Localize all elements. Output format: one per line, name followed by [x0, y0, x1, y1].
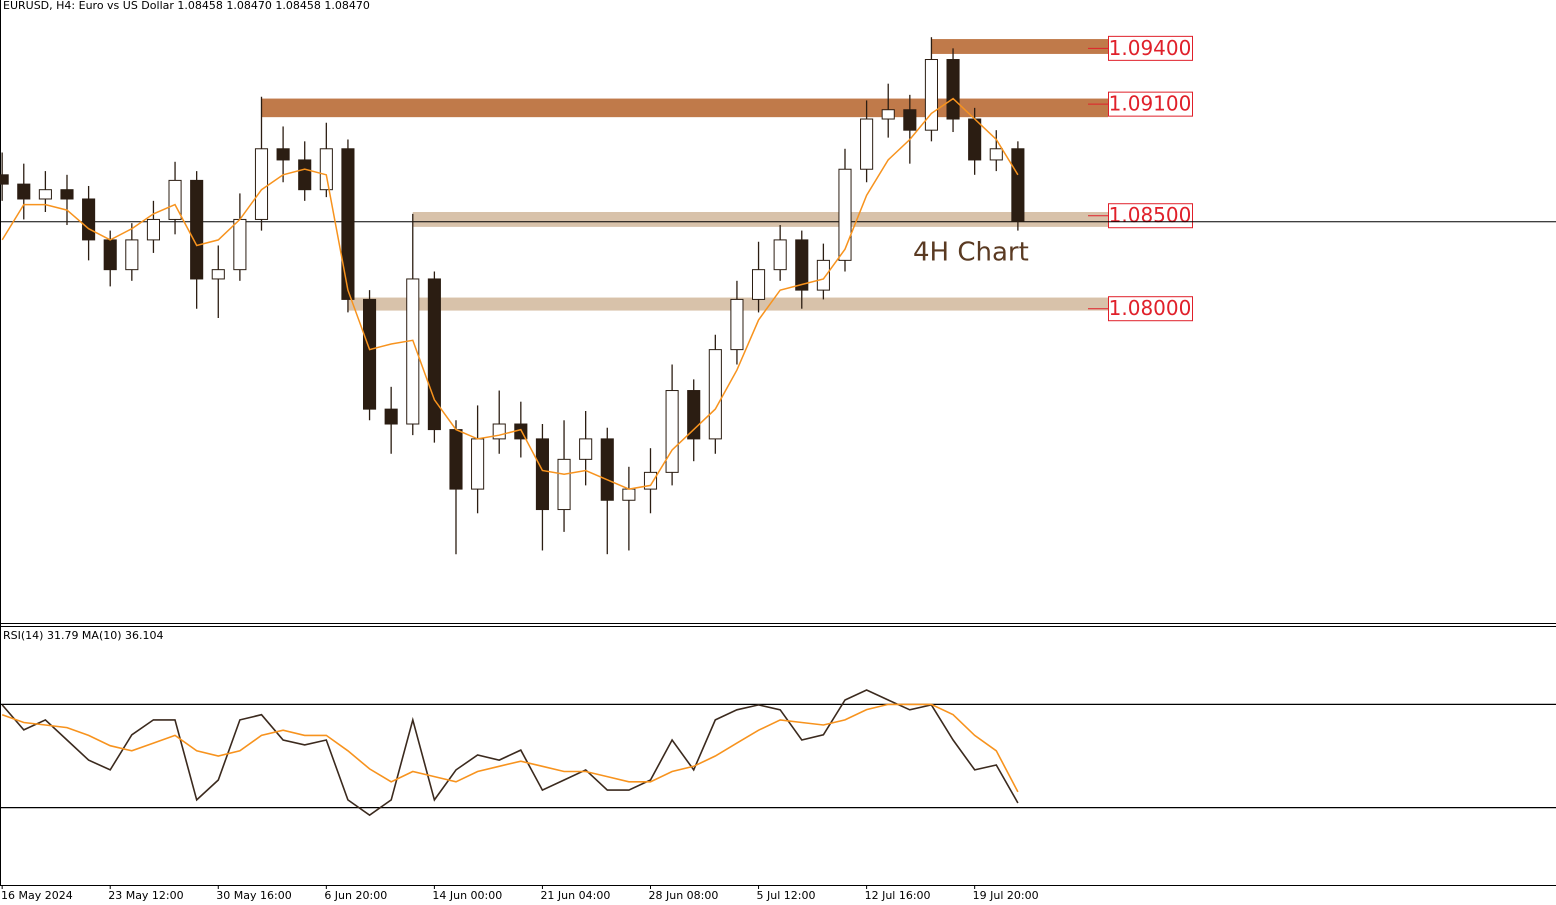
- candle-body: [860, 118, 874, 170]
- candle-body: [665, 390, 679, 473]
- candle-body: [946, 59, 960, 120]
- candle-body: [298, 159, 312, 191]
- candle-body: [579, 438, 593, 460]
- candle-body: [600, 438, 614, 501]
- candle-body: [816, 259, 830, 291]
- candle-body: [362, 298, 377, 410]
- level-label: 1.09100: [1109, 92, 1192, 116]
- x-tick-label: 14 Jun 00:00: [432, 889, 502, 902]
- candle-body: [125, 239, 139, 271]
- x-tick-label: 16 May 2024: [1, 889, 73, 902]
- candle-body: [968, 118, 982, 161]
- x-tick-label: 6 Jun 20:00: [324, 889, 387, 902]
- x-tick-label: 5 Jul 12:00: [757, 889, 816, 902]
- candle-body: [82, 198, 96, 241]
- candle-body: [881, 109, 895, 120]
- zone: [931, 39, 1108, 54]
- level-label: 1.08500: [1109, 203, 1192, 227]
- zone: [412, 212, 1108, 227]
- candle-body: [471, 438, 485, 490]
- candle-body: [427, 278, 441, 431]
- x-tick-label: 12 Jul 16:00: [865, 889, 931, 902]
- candle-body: [924, 59, 938, 131]
- candle-body: [384, 408, 398, 425]
- level-label: 1.09400: [1109, 36, 1192, 60]
- candle-body: [103, 239, 117, 271]
- candle-body: [557, 458, 571, 511]
- candle-body: [190, 179, 204, 280]
- chart-title: EURUSD, H4: Euro vs US Dollar 1.08458 1.…: [3, 0, 370, 12]
- x-tick-label: 19 Jul 20:00: [973, 889, 1039, 902]
- candle-body: [730, 298, 744, 351]
- level-label-box: [1108, 91, 1193, 117]
- candle-body: [233, 218, 247, 271]
- rsi-title: RSI(14) 31.79 MA(10) 36.104: [3, 629, 164, 642]
- candle-body: [535, 438, 549, 511]
- zone: [347, 297, 1108, 311]
- candle-body: [773, 239, 787, 271]
- moving-average: [1, 97, 1019, 490]
- candle-body: [687, 390, 701, 440]
- level-label: 1.08000: [1109, 296, 1192, 320]
- candle-body: [211, 269, 225, 280]
- x-tick-label: 28 Jun 08:00: [648, 889, 718, 902]
- candle-body: [795, 239, 809, 291]
- candle-body: [319, 148, 333, 191]
- candle-body: [838, 168, 852, 261]
- level-label-box: [1108, 203, 1193, 229]
- candle-body: [0, 174, 9, 185]
- candle-body: [1011, 148, 1025, 222]
- candle-body: [643, 471, 658, 490]
- candle-body: [903, 109, 917, 131]
- candle-body: [989, 148, 1003, 161]
- x-tick-label: 21 Jun 04:00: [540, 889, 610, 902]
- candle-body: [146, 218, 160, 241]
- x-tick-label: 30 May 16:00: [216, 889, 291, 902]
- candle-body: [17, 183, 31, 200]
- candle-body: [60, 189, 74, 200]
- level-label-box: [1108, 296, 1193, 322]
- candle-body: [406, 278, 420, 425]
- rsi-line: [1, 703, 1019, 793]
- rsi-line: [1, 689, 1019, 817]
- x-tick-label: 23 May 12:00: [108, 889, 183, 902]
- candle-body: [449, 429, 463, 490]
- candle-body: [38, 189, 52, 200]
- candle-body: [622, 488, 636, 501]
- candle-body: [254, 148, 269, 220]
- level-label-box: [1108, 35, 1193, 61]
- candle-body: [708, 349, 722, 440]
- annotation: 4H Chart: [913, 238, 1029, 268]
- candle-body: [341, 148, 355, 300]
- candle-body: [276, 148, 290, 161]
- zone: [261, 98, 1108, 118]
- candle-body: [751, 269, 766, 300]
